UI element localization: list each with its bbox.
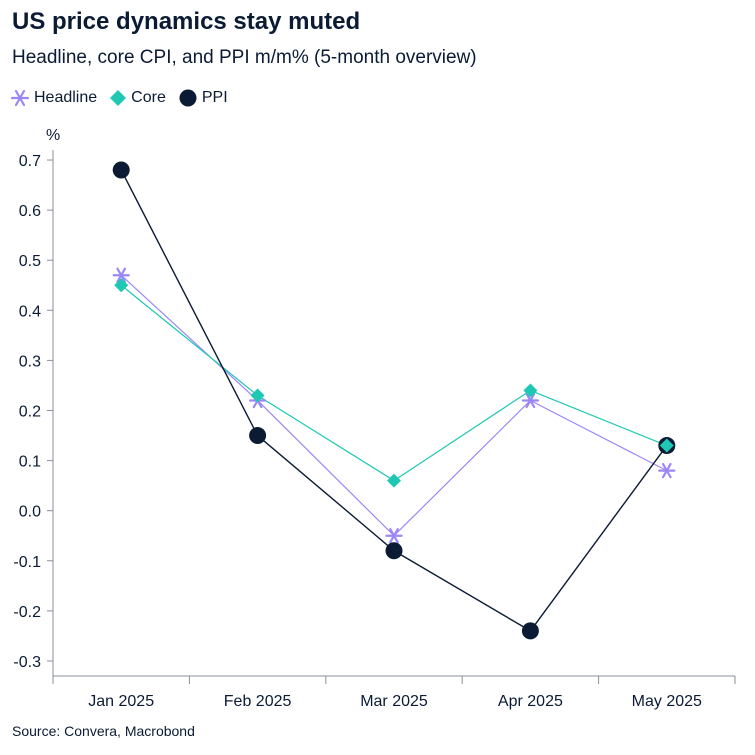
asterisk-stroke — [661, 462, 672, 479]
legend-label-core: Core — [131, 89, 166, 106]
legend-item-headline: Headline — [10, 88, 97, 108]
data-point-core — [659, 438, 674, 453]
x-tick-label: Apr 2025 — [498, 693, 563, 710]
data-point-ppi — [385, 542, 403, 560]
y-axis-unit-label: % — [46, 127, 60, 144]
data-point-headline — [385, 528, 403, 544]
series-line-headline — [120, 274, 668, 537]
legend-label-headline: Headline — [34, 89, 98, 106]
x-tick-label: Jan 2025 — [88, 693, 154, 710]
y-tick-label: 0.6 — [19, 203, 41, 220]
data-point-core — [523, 383, 538, 398]
legend: Headline Core PPI — [10, 88, 240, 108]
data-point-ppi — [112, 161, 130, 179]
series-line-core — [120, 284, 668, 482]
series-line-ppi — [120, 169, 668, 632]
chart-title: US price dynamics stay muted — [12, 8, 361, 35]
y-tick-label: 0.1 — [19, 454, 41, 471]
data-point-headline — [658, 462, 676, 479]
data-point-core — [114, 278, 129, 293]
y-tick-label: -0.2 — [13, 604, 41, 621]
legend-item-ppi: PPI — [178, 88, 228, 108]
diamond-icon — [110, 90, 127, 106]
y-tick-label: 0.0 — [19, 504, 41, 521]
data-point-core — [387, 473, 401, 488]
y-tick-label: -0.3 — [13, 654, 41, 671]
data-point-headline — [112, 267, 130, 283]
asterisk-stroke — [525, 392, 536, 409]
y-tick-label: 0.3 — [19, 353, 41, 370]
y-tick-label: -0.1 — [13, 554, 41, 571]
y-tick-label: 0.5 — [19, 253, 41, 270]
chart-subtitle: Headline, core CPI, and PPI m/m% (5-mont… — [12, 47, 477, 68]
data-point-ppi — [249, 427, 267, 445]
data-point-core — [250, 388, 265, 403]
legend-item-core: Core — [109, 89, 166, 107]
legend-label-ppi: PPI — [201, 89, 228, 106]
y-tick-label: 0.4 — [19, 303, 41, 320]
circle-icon — [179, 89, 197, 107]
y-tick-label: 0.2 — [19, 403, 41, 420]
y-tick-label: 0.7 — [19, 153, 41, 170]
data-point-headline — [521, 392, 540, 409]
asterisk-stroke — [389, 528, 399, 544]
x-tick-label: May 2025 — [632, 693, 702, 710]
x-tick-label: Feb 2025 — [224, 693, 292, 710]
source-note: Source: Convera, Macrobond — [12, 723, 195, 739]
asterisk-stroke — [116, 267, 127, 283]
data-point-ppi — [521, 622, 539, 640]
x-tick-label: Mar 2025 — [360, 693, 428, 710]
asterisk-icon — [10, 89, 30, 107]
